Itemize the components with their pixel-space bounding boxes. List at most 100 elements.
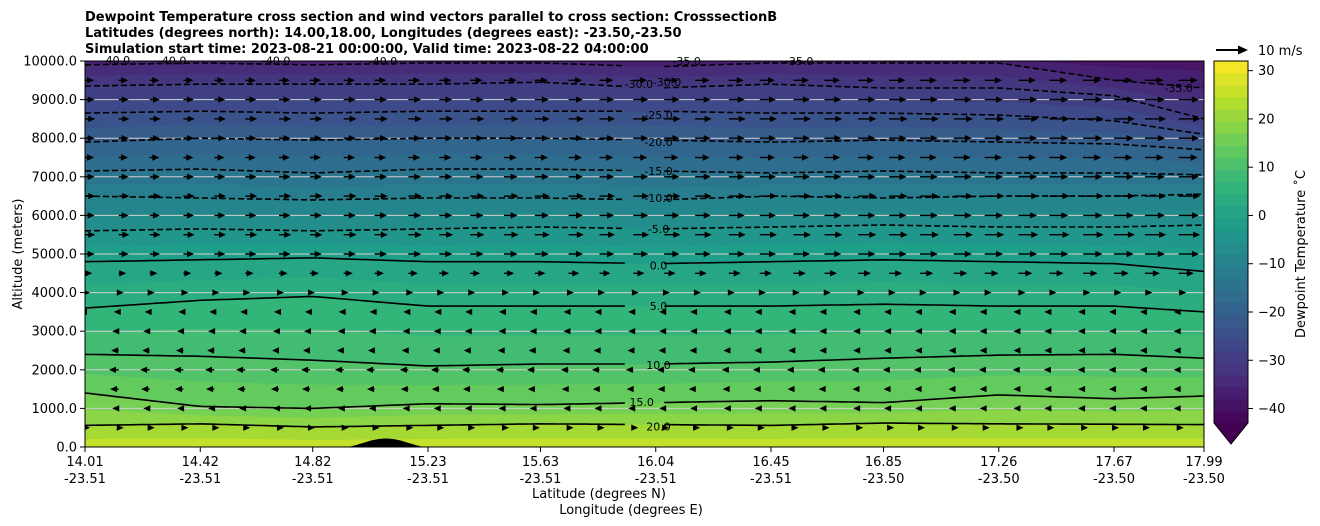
wind-vector [752, 366, 760, 373]
wind-vector [1109, 328, 1117, 335]
wind-vector-head [671, 154, 679, 161]
wind-vector [953, 289, 961, 296]
wind-vector [633, 115, 650, 123]
wind-vector-head [1191, 96, 1199, 103]
wind-vector [728, 154, 744, 161]
wind-vector-head [726, 424, 734, 431]
wind-vector [1139, 405, 1147, 412]
wind-vector-head [1126, 96, 1134, 103]
wind-vector [728, 250, 745, 258]
wind-vector [695, 154, 710, 161]
wind-vector [889, 96, 907, 103]
wind-vector [1144, 135, 1165, 142]
wind-vector [439, 212, 453, 219]
wind-vector-head [882, 366, 890, 373]
wind-vector-head [437, 289, 445, 296]
wind-vector-head [376, 270, 384, 277]
wind-vector [374, 250, 388, 258]
wind-vector [786, 366, 794, 373]
wind-vector-head [672, 173, 680, 180]
wind-vector [206, 385, 215, 393]
wind-vector [183, 154, 194, 161]
wind-vector-head [283, 212, 291, 219]
wind-vector [819, 405, 827, 412]
wind-vector-head [399, 366, 407, 373]
wind-vector [1178, 173, 1199, 180]
contour-line [664, 224, 1204, 230]
wind-vector [1114, 212, 1134, 219]
wind-vector-head [868, 212, 876, 219]
wind-vector [1144, 77, 1164, 84]
wind-vector [858, 135, 876, 142]
wind-vector [953, 270, 968, 277]
wind-vector-head [1030, 173, 1038, 180]
wind-vector-head [510, 212, 518, 219]
wind-vector-head [1126, 173, 1134, 180]
wind-vector-head [672, 96, 680, 103]
wind-vector [343, 173, 356, 180]
wind-vector-head [121, 173, 129, 180]
wind-vector-head [85, 270, 93, 277]
wind-vector-head [218, 250, 226, 258]
wind-vector-head [301, 366, 309, 373]
wind-vector [272, 328, 280, 335]
wind-vector [110, 385, 119, 393]
contour-line [664, 170, 1204, 176]
wind-vector [439, 77, 452, 84]
wind-vector [118, 115, 130, 123]
wind-vector [149, 231, 161, 238]
wind-vector-head [217, 154, 225, 161]
wind-vector [1044, 347, 1052, 354]
wind-vector-head [1173, 385, 1181, 393]
wind-vector-head [819, 328, 827, 335]
wind-vector [793, 135, 811, 142]
wind-vector [759, 173, 776, 180]
wind-vector-head [528, 347, 536, 354]
wind-vector [1049, 77, 1068, 84]
wind-vector-head [563, 405, 571, 412]
wind-vector [982, 424, 990, 431]
wind-vector [374, 135, 388, 142]
wind-vector [1178, 115, 1201, 123]
wind-vector [690, 308, 698, 316]
wind-vector [728, 231, 746, 238]
wind-vector-head [475, 154, 483, 161]
wind-vector-head [1094, 154, 1102, 161]
wind-vector-head [1043, 366, 1051, 373]
wind-vector [343, 270, 353, 277]
wind-vector-head [1016, 424, 1024, 431]
wind-vector-head [833, 154, 841, 161]
wind-vector [112, 405, 120, 412]
wind-vector [439, 270, 450, 277]
wind-vector-head [446, 192, 454, 200]
wind-vector-head [76, 386, 83, 392]
wind-vector-head [1078, 328, 1086, 335]
wind-vector-head [87, 96, 95, 103]
wind-vector [77, 347, 85, 353]
wind-vector [597, 424, 605, 431]
wind-vector-head [671, 77, 679, 84]
wind-vector [817, 366, 825, 373]
wind-vector-head [430, 366, 438, 373]
wind-vector [1144, 96, 1165, 103]
wind-vector-head [884, 328, 892, 335]
wind-vector-head [143, 405, 151, 412]
wind-vector-head [380, 212, 388, 219]
wind-vector [309, 154, 322, 161]
wind-vector-head [915, 347, 923, 354]
contour-label: 15.0 [629, 396, 654, 409]
wind-vector [1139, 347, 1147, 354]
wind-vector [214, 212, 226, 219]
wind-vector [1049, 115, 1070, 123]
wind-vector [853, 328, 861, 335]
wind-vector-head [869, 231, 877, 238]
wind-vector [408, 77, 421, 84]
wind-vector [341, 289, 349, 296]
wind-vector-head [930, 250, 938, 258]
colorbar-ticks: 30 20 10 0 −10 −20 −30 −40 [1248, 64, 1285, 417]
wind-vector-head [272, 405, 280, 412]
wind-vector [1049, 231, 1070, 238]
wind-vector-head [1013, 405, 1021, 412]
wind-vector [984, 173, 1004, 180]
wind-vector-head [437, 424, 445, 431]
